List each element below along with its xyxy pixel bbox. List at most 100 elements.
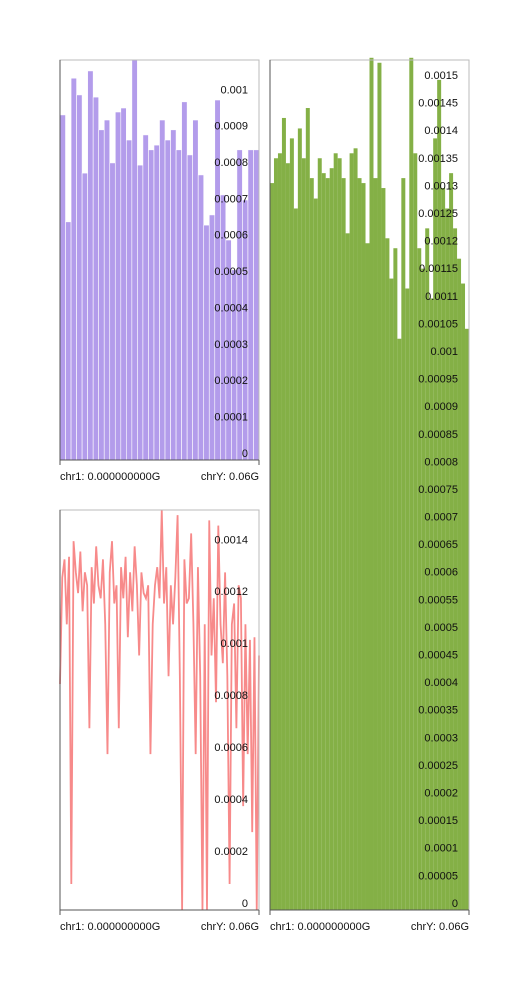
x-start-label: chr1: 0.000000000G [60, 921, 160, 933]
bar [409, 57, 414, 910]
y-tick-label: 0.00005 [418, 870, 458, 882]
y-tick-label: 0.0002 [424, 788, 458, 800]
bar [373, 178, 378, 910]
bar [361, 183, 366, 910]
y-tick-label: 0.00145 [418, 98, 458, 110]
bar [186, 154, 193, 461]
y-tick-label: 0.00095 [418, 374, 458, 386]
y-tick-label: 0.0013 [424, 180, 458, 192]
y-tick-label: 0.0002 [214, 375, 248, 387]
y-tick-label: 0.0009 [424, 401, 458, 413]
y-tick-label: 0.0009 [214, 121, 248, 133]
bar [445, 208, 450, 911]
y-tick-label: 0.0008 [424, 456, 458, 468]
y-tick-label: 0.00035 [418, 705, 458, 717]
x-end-label: chrY: 0.06G [201, 921, 259, 933]
bar [353, 148, 358, 910]
bar [301, 158, 306, 910]
y-tick-label: 0.001 [220, 84, 248, 96]
bar [405, 288, 410, 911]
y-tick-label: 0.0005 [214, 266, 248, 278]
bar [425, 228, 430, 910]
bar [417, 248, 422, 910]
y-tick-label: 0.0005 [424, 622, 458, 634]
y-tick-label: 0.0004 [214, 302, 248, 314]
y-tick-label: 0.001 [220, 638, 248, 650]
bar [92, 96, 99, 461]
bar [289, 138, 294, 911]
y-tick-label: 0.0001 [214, 412, 248, 424]
bar [429, 298, 434, 911]
bar [59, 114, 66, 461]
bar [65, 221, 72, 461]
y-tick-label: 0.0003 [424, 732, 458, 744]
y-tick-label: 0.00135 [418, 153, 458, 165]
y-tick-label: 0.0003 [214, 339, 248, 351]
bar [441, 188, 446, 910]
bar [381, 188, 386, 910]
bar [285, 163, 290, 910]
y-tick-label: 0.0001 [424, 843, 458, 855]
bar [137, 164, 144, 461]
bar [325, 178, 330, 910]
y-tick-label: 0.0014 [214, 534, 248, 546]
y-tick-label: 0.0012 [214, 586, 248, 598]
bar [457, 258, 462, 910]
bar [214, 99, 221, 461]
bar [131, 59, 138, 461]
bar [197, 174, 205, 461]
bar [397, 338, 402, 910]
line [59, 509, 260, 911]
y-tick-label: 0.00115 [419, 263, 458, 275]
bar [437, 79, 442, 911]
bar [142, 134, 149, 461]
bar [297, 128, 302, 911]
bar [203, 224, 210, 461]
bar [175, 149, 182, 461]
y-tick-label: 0.0008 [214, 157, 248, 169]
bar [159, 119, 166, 461]
y-tick-label: 0.0007 [214, 193, 248, 205]
bar [433, 138, 438, 911]
bar [329, 168, 334, 910]
x-end-label: chrY: 0.06G [411, 921, 469, 933]
y-tick-label: 0.00085 [418, 429, 458, 441]
bar [76, 94, 83, 461]
bar [465, 328, 469, 910]
bar [153, 144, 160, 461]
y-tick-label: 0.00055 [418, 594, 458, 606]
y-tick-label: 0.00045 [418, 650, 458, 662]
bar [277, 153, 282, 910]
bar [253, 149, 260, 461]
y-tick-label: 0.0011 [425, 291, 458, 303]
bar [333, 153, 338, 910]
y-tick-label: 0.0012 [424, 236, 458, 248]
bar [369, 57, 374, 910]
bar [293, 208, 298, 911]
bar [393, 248, 398, 910]
bar [273, 158, 278, 910]
bar [126, 139, 133, 461]
y-tick-label: 0.0008 [214, 690, 248, 702]
y-tick-label: 0.00075 [418, 484, 458, 496]
bar [357, 178, 362, 910]
y-tick-label: 0.0002 [214, 846, 248, 858]
bar [148, 149, 155, 461]
bar [413, 153, 418, 910]
bar [385, 238, 390, 910]
bar [181, 101, 188, 461]
bar [401, 178, 406, 910]
bar [231, 269, 238, 461]
bar [170, 129, 177, 461]
y-tick-label: 0.0014 [424, 125, 458, 137]
y-tick-label: 0.0004 [214, 794, 248, 806]
bar [192, 119, 199, 461]
y-tick-label: 0 [242, 898, 248, 910]
bar [313, 198, 318, 911]
x-start-label: chr1: 0.000000000G [60, 471, 160, 483]
y-tick-label: 0.0004 [424, 677, 458, 689]
bar [317, 158, 322, 910]
y-tick-label: 0.00105 [418, 318, 458, 330]
y-tick-label: 0.0006 [424, 567, 458, 579]
